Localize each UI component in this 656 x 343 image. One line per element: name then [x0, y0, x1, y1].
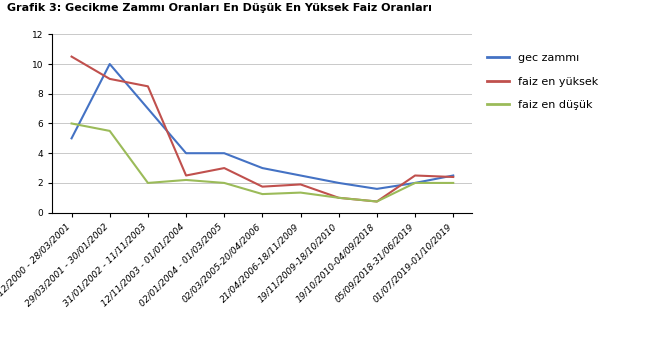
gec zammı [449, 174, 457, 178]
gec zammı [335, 181, 342, 185]
faiz en düşük [373, 199, 381, 203]
faiz en yüksek [182, 174, 190, 178]
faiz en düşük [411, 181, 419, 185]
faiz en düşük [449, 181, 457, 185]
faiz en düşük [182, 178, 190, 182]
gec zammı [106, 62, 113, 66]
faiz en yüksek [373, 199, 381, 203]
faiz en düşük [297, 190, 304, 194]
gec zammı [411, 181, 419, 185]
gec zammı [68, 136, 75, 140]
faiz en düşük [335, 196, 342, 200]
faiz en yüksek [144, 84, 152, 88]
faiz en düşük [68, 121, 75, 126]
faiz en düşük [220, 181, 228, 185]
faiz en düşük [106, 129, 113, 133]
faiz en düşük [258, 192, 266, 196]
Line: gec zammı: gec zammı [72, 64, 453, 189]
Text: Grafik 3: Gecikme Zammı Oranları En Düşük En Yüksek Faiz Oranları: Grafik 3: Gecikme Zammı Oranları En Düşü… [7, 3, 432, 13]
gec zammı [258, 166, 266, 170]
Line: faiz en yüksek: faiz en yüksek [72, 57, 453, 201]
Line: faiz en düşük: faiz en düşük [72, 123, 453, 201]
gec zammı [182, 151, 190, 155]
Legend: gec zammı, faiz en yüksek, faiz en düşük: gec zammı, faiz en yüksek, faiz en düşük [482, 49, 602, 114]
faiz en düşük [144, 181, 152, 185]
faiz en yüksek [68, 55, 75, 59]
faiz en yüksek [411, 174, 419, 178]
faiz en yüksek [258, 185, 266, 189]
faiz en yüksek [335, 196, 342, 200]
faiz en yüksek [297, 182, 304, 187]
faiz en yüksek [220, 166, 228, 170]
gec zammı [373, 187, 381, 191]
gec zammı [297, 174, 304, 178]
faiz en yüksek [449, 175, 457, 179]
gec zammı [220, 151, 228, 155]
faiz en yüksek [106, 77, 113, 81]
